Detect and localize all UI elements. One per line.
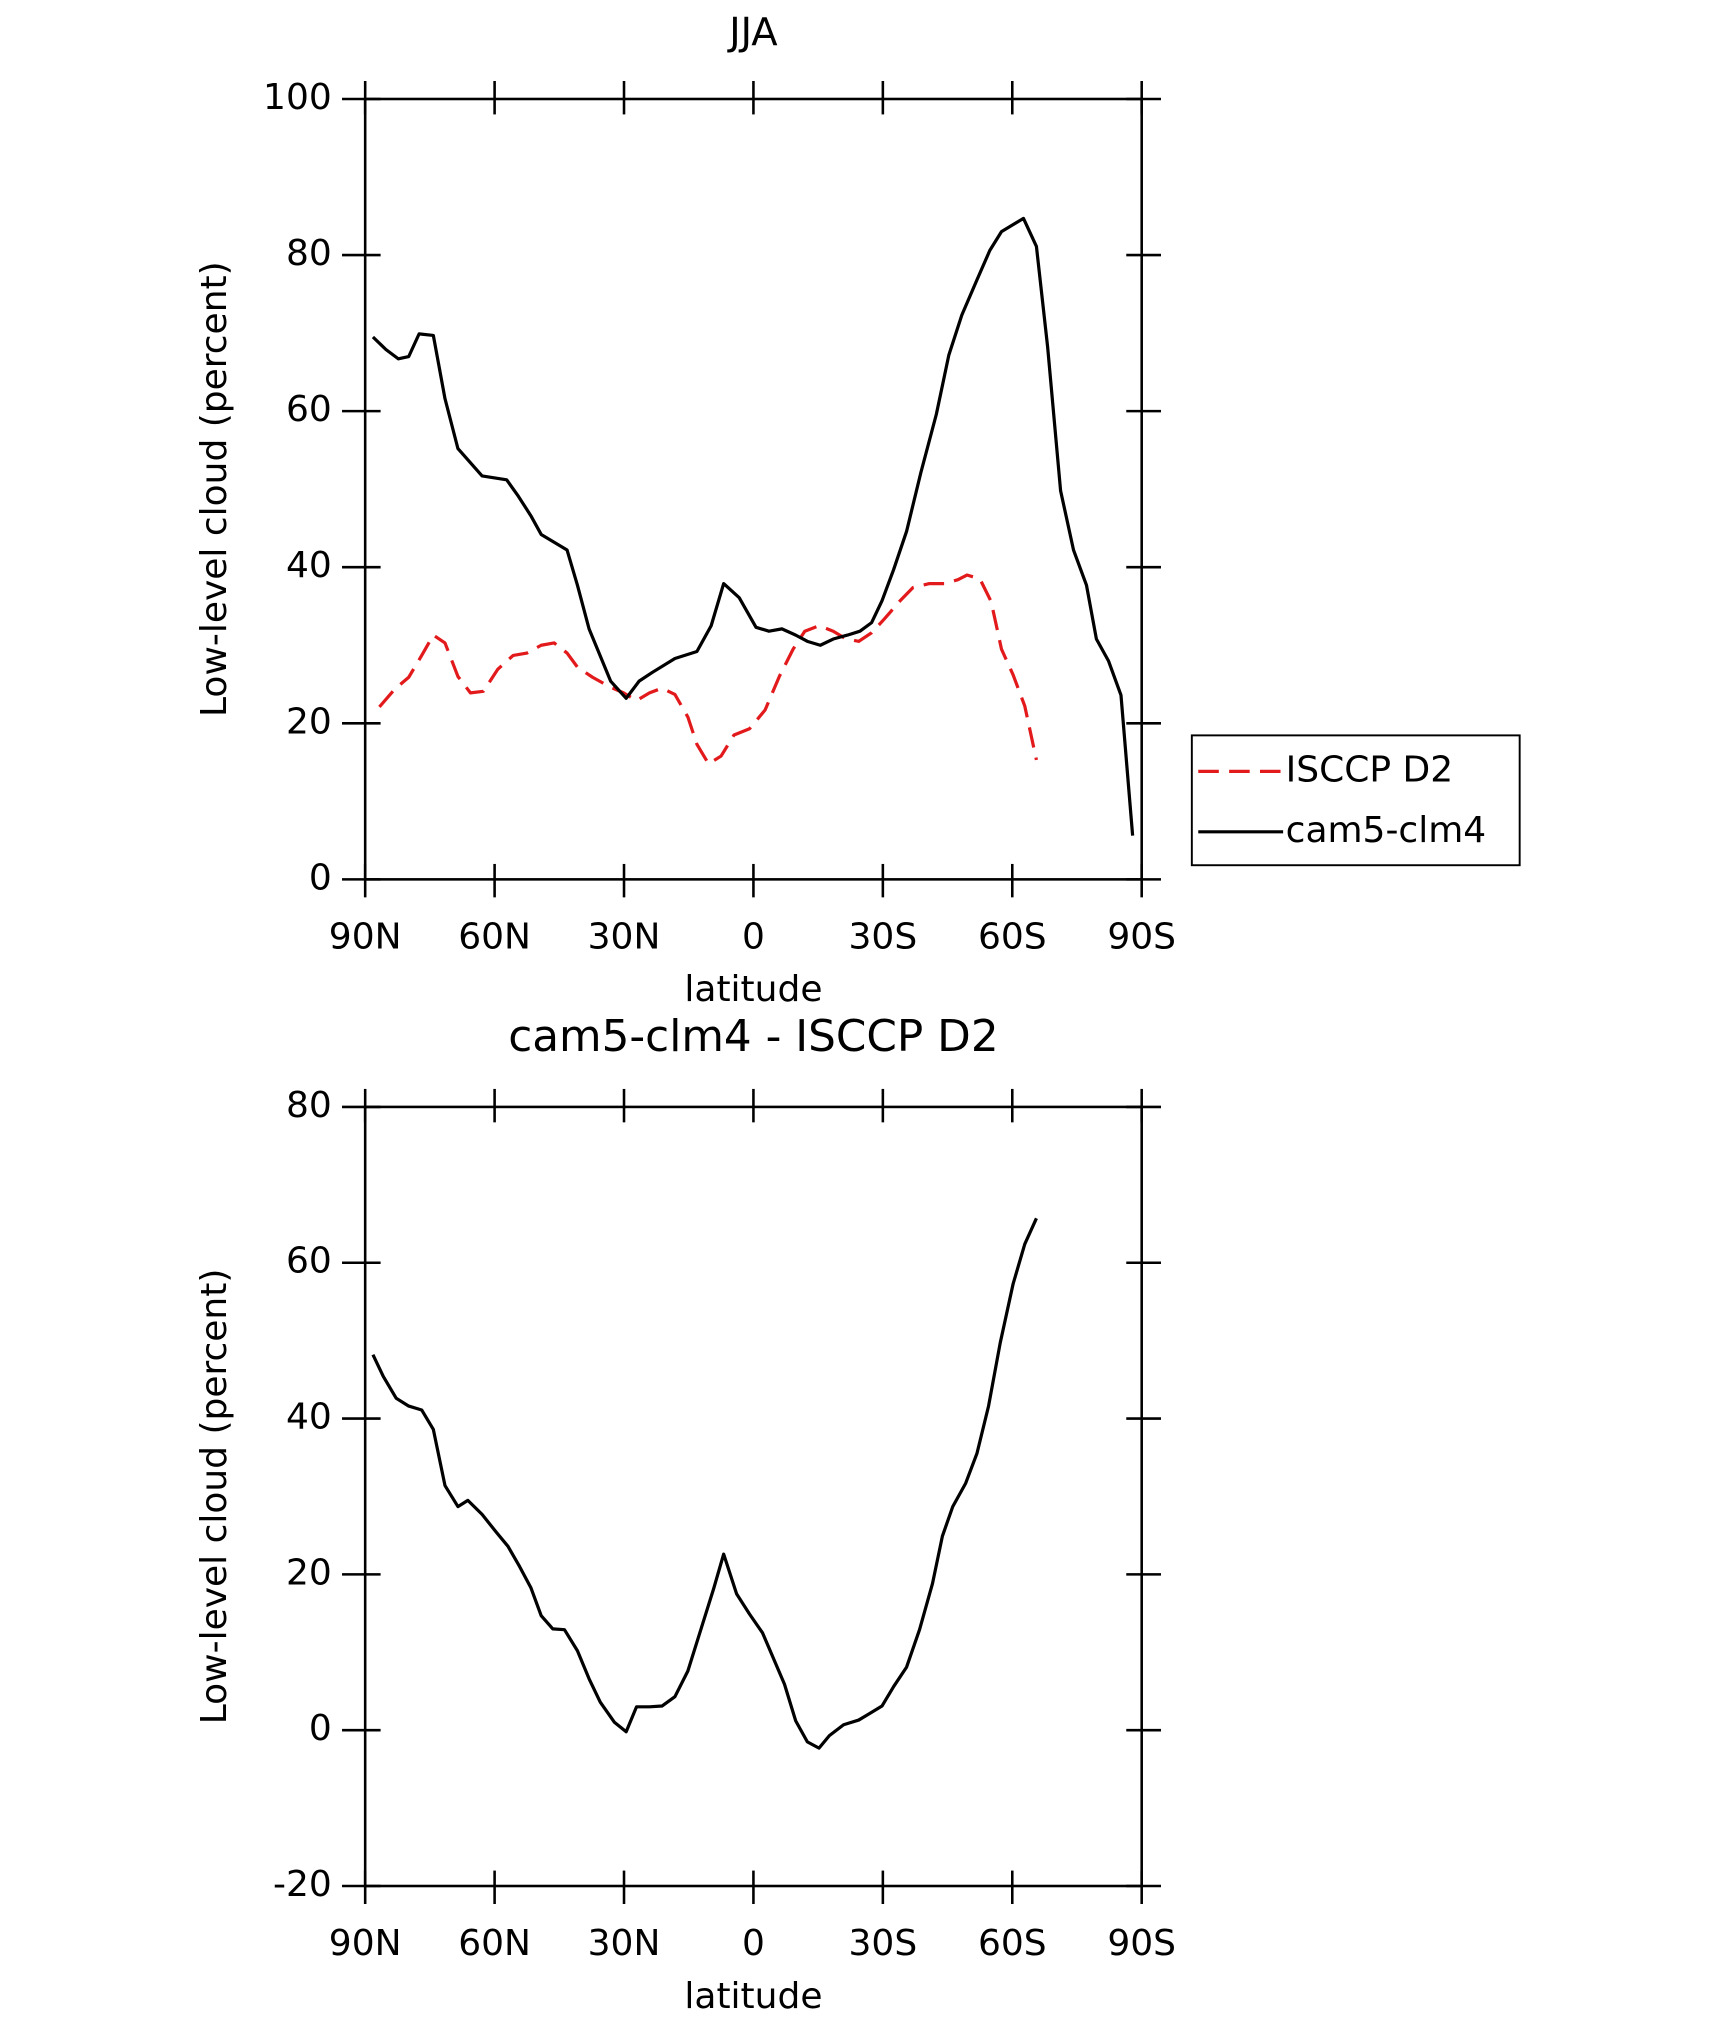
- series-line: [371, 216, 1135, 836]
- y-tick-label: 0: [309, 1708, 332, 1749]
- legend-label: ISCCP D2: [1286, 749, 1453, 790]
- series-line: [371, 1217, 1038, 1750]
- x-tick-label: 0: [742, 917, 765, 958]
- y-tick-label: 0: [309, 857, 332, 898]
- y-axis-label: Low-level cloud (percent): [194, 261, 235, 717]
- y-tick-label: 80: [286, 1085, 332, 1126]
- y-axis-label: Low-level cloud (percent): [194, 1269, 235, 1725]
- y-tick-label: 60: [286, 1241, 332, 1282]
- legend-box: [1190, 734, 1521, 867]
- y-tick-label: 60: [286, 389, 332, 430]
- x-tick-label: 30S: [849, 1923, 918, 1964]
- x-tick-label: 90N: [329, 1923, 402, 1964]
- y-tick-label: 20: [286, 1552, 332, 1593]
- x-tick-label: 60N: [458, 917, 531, 958]
- series-line: [378, 573, 1039, 766]
- x-axis-label: latitude: [684, 1976, 822, 2017]
- x-axis-label: latitude: [684, 969, 822, 1010]
- x-tick-label: 60S: [978, 1923, 1047, 1964]
- y-tick-label: 100: [263, 77, 332, 118]
- x-tick-label: 60N: [458, 1923, 531, 1964]
- x-tick-label: 0: [742, 1923, 765, 1964]
- x-tick-label: 30N: [588, 1923, 661, 1964]
- legend-label: cam5-clm4: [1286, 810, 1487, 851]
- plot-frame: [363, 97, 1143, 881]
- legend: ISCCP D2 cam5-clm4: [1190, 734, 1521, 867]
- x-tick-label: 60S: [978, 917, 1047, 958]
- x-tick-label: 30N: [588, 917, 661, 958]
- y-tick-label: 80: [286, 233, 332, 274]
- y-tick-label: 20: [286, 701, 332, 742]
- x-tick-label: 30S: [849, 917, 918, 958]
- chart-title: JJA: [727, 10, 778, 55]
- x-tick-label: 90S: [1107, 917, 1176, 958]
- x-tick-label: 90S: [1107, 1923, 1176, 1964]
- plot-frame: [363, 1105, 1143, 1888]
- y-tick-label: 40: [286, 1397, 332, 1438]
- y-tick-label: 40: [286, 545, 332, 586]
- x-tick-label: 90N: [329, 917, 402, 958]
- y-tick-label: -20: [273, 1864, 332, 1905]
- chart-title: cam5-clm4 - ISCCP D2: [508, 1011, 998, 1062]
